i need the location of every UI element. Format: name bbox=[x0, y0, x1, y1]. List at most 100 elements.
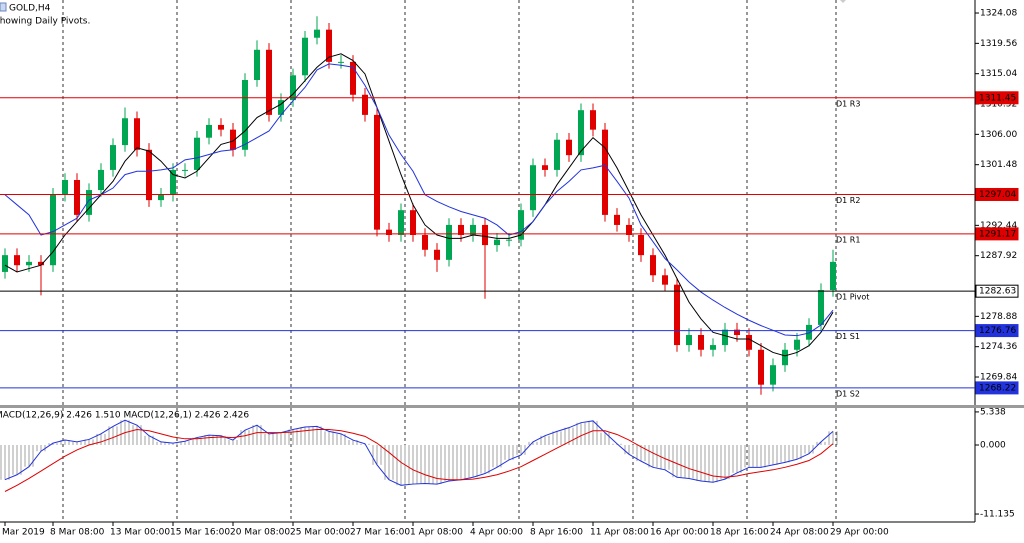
moving-average bbox=[4, 63, 834, 337]
candle-body bbox=[74, 179, 80, 215]
y-tick-label: 1306.00 bbox=[980, 130, 1017, 140]
candle-body bbox=[662, 275, 668, 285]
candle-body bbox=[638, 235, 644, 256]
y-tick-label: 1324.08 bbox=[980, 9, 1017, 19]
shift-marker bbox=[840, 0, 846, 3]
candle-body bbox=[722, 329, 728, 346]
candle-body bbox=[362, 94, 368, 115]
pivot-price-label: 1291.17 bbox=[979, 229, 1016, 239]
candle-body bbox=[710, 345, 716, 350]
pivot-price-label: 1276.76 bbox=[979, 326, 1016, 336]
candle-body bbox=[398, 210, 404, 236]
candle-body bbox=[182, 169, 188, 171]
pivot-price-label: 1311.45 bbox=[979, 93, 1016, 103]
pivot-price-box bbox=[975, 324, 1019, 338]
candle-body bbox=[578, 110, 584, 156]
y-tick-label: 1269.84 bbox=[980, 373, 1017, 383]
pivot-price-box bbox=[975, 381, 1019, 395]
chart-subtitle: Showing Daily Pivots. bbox=[0, 17, 90, 27]
candle-body bbox=[374, 114, 380, 230]
y-tick-label: 1310.52 bbox=[980, 100, 1017, 110]
candle-body bbox=[770, 365, 776, 385]
pivot-price-box bbox=[975, 227, 1019, 241]
candle-body bbox=[506, 239, 512, 241]
candle-body bbox=[530, 165, 536, 211]
candle-body bbox=[626, 224, 632, 236]
candle-body bbox=[146, 149, 152, 201]
candle-body bbox=[194, 137, 200, 170]
chart-title: GOLD,H4 bbox=[9, 4, 51, 14]
y-tick-label: 1278.88 bbox=[980, 312, 1017, 322]
y-tick-label: 1292.44 bbox=[980, 221, 1017, 231]
candle-body bbox=[110, 145, 116, 170]
candle-body bbox=[554, 139, 560, 170]
macd-line bbox=[4, 429, 834, 492]
candle-body bbox=[62, 179, 68, 195]
y-tick-label: 1315.04 bbox=[980, 69, 1017, 79]
candle-body bbox=[302, 37, 308, 76]
candle-body bbox=[338, 61, 344, 63]
pivot-label: D1 R1 bbox=[836, 235, 860, 244]
pivot-price-label: 1282.63 bbox=[979, 287, 1016, 297]
candle-body bbox=[158, 194, 164, 201]
pivot-label: D1 R3 bbox=[836, 99, 860, 108]
x-tick-label: 25 Mar 00:00 bbox=[290, 528, 350, 538]
candle-body bbox=[614, 214, 620, 225]
x-tick-label: 29 Apr 00:00 bbox=[830, 528, 889, 538]
candle-body bbox=[518, 210, 524, 240]
candle-body bbox=[50, 194, 56, 266]
candle-body bbox=[458, 224, 464, 236]
candle-body bbox=[686, 335, 692, 346]
pivot-price-box bbox=[975, 187, 1019, 201]
candle-body bbox=[494, 239, 500, 246]
pivot-label: D1 S2 bbox=[836, 389, 860, 398]
candle-body bbox=[674, 284, 680, 346]
candle-body bbox=[170, 169, 176, 195]
candle-body bbox=[218, 124, 224, 130]
candle-body bbox=[542, 165, 548, 170]
pivot-price-label: 1268.22 bbox=[979, 383, 1016, 393]
y-tick-label: 5.338 bbox=[980, 407, 1006, 417]
pivot-label: D1 S1 bbox=[836, 332, 860, 341]
candle-body bbox=[134, 118, 140, 150]
candle-body bbox=[38, 261, 44, 266]
candle-body bbox=[266, 49, 272, 115]
x-tick-label: 16 Apr 00:00 bbox=[650, 528, 709, 538]
candle-body bbox=[806, 324, 812, 340]
candle-body bbox=[314, 29, 320, 38]
x-tick-label: 8 Mar 08:00 bbox=[50, 528, 105, 538]
candle-body bbox=[242, 79, 248, 150]
y-tick-label: 1319.56 bbox=[980, 39, 1017, 49]
candle-body bbox=[386, 229, 392, 236]
candle-body bbox=[434, 249, 440, 260]
x-tick-label: 24 Apr 08:00 bbox=[770, 528, 829, 538]
x-tick-label: 11 Apr 08:00 bbox=[590, 528, 649, 538]
x-tick-label: 18 Apr 16:00 bbox=[710, 528, 769, 538]
y-tick-label: 1274.36 bbox=[980, 342, 1017, 352]
pivot-price-box bbox=[975, 91, 1019, 105]
title-icon bbox=[0, 2, 7, 12]
candle-body bbox=[230, 129, 236, 150]
candle-body bbox=[422, 235, 428, 250]
pivot-label: D1 Pivot bbox=[836, 293, 869, 302]
pivot-price-box bbox=[975, 284, 1019, 298]
y-tick-label: 0.000 bbox=[980, 441, 1006, 451]
candle-body bbox=[326, 29, 332, 62]
candle-body bbox=[590, 110, 596, 130]
y-tick-label: -11.135 bbox=[980, 510, 1015, 520]
candle-body bbox=[122, 118, 128, 146]
candle-body bbox=[482, 224, 488, 246]
candle-body bbox=[650, 255, 656, 276]
candle-body bbox=[2, 255, 8, 272]
candle-body bbox=[410, 210, 416, 236]
moving-average bbox=[4, 53, 834, 357]
candle-body bbox=[818, 290, 824, 325]
candle-body bbox=[278, 100, 284, 115]
pivot-label: D1 R2 bbox=[836, 196, 860, 205]
x-tick-label: 8 Apr 16:00 bbox=[530, 528, 583, 538]
y-tick-label: 1287.92 bbox=[980, 251, 1017, 261]
candle-body bbox=[98, 169, 104, 191]
x-tick-label: 20 Mar 08:00 bbox=[230, 528, 290, 538]
candle-body bbox=[26, 261, 32, 266]
